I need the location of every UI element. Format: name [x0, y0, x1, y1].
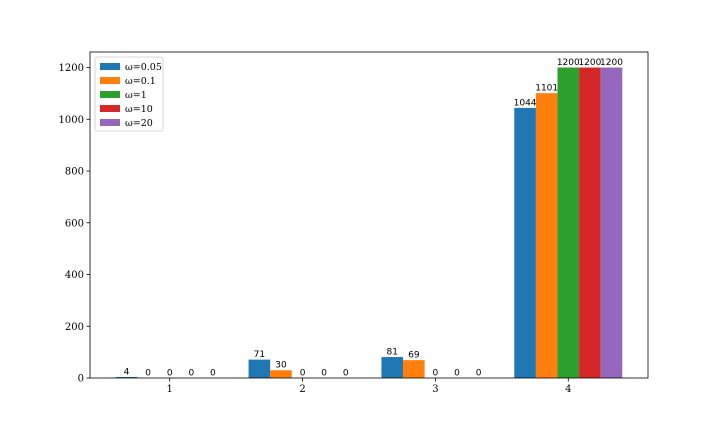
bar-series-1-category-3	[381, 357, 404, 378]
legend-frame	[94, 56, 164, 132]
bar-series-2-category-2	[270, 370, 292, 378]
bar-series-2-category-3	[403, 360, 425, 378]
bar-series-1-category-1	[115, 376, 138, 378]
legend-swatch	[100, 105, 120, 112]
y-axis: 0 200 400 600 800 1000 1200	[59, 63, 90, 385]
legend-swatch	[100, 91, 120, 98]
legend-swatch	[100, 63, 120, 70]
legend-swatch	[100, 119, 120, 126]
data-label: 1200	[600, 58, 623, 68]
x-axis: 1 2 3 4	[167, 378, 571, 395]
bar-series-3-category-4	[557, 67, 580, 379]
bars-group	[115, 67, 623, 379]
data-label: 30	[275, 361, 287, 371]
data-label: 71	[254, 350, 265, 360]
y-tick-label: 600	[65, 218, 84, 229]
y-tick-label: 1000	[59, 115, 84, 126]
y-tick-label: 0	[78, 374, 84, 385]
plot-area-frame	[89, 51, 649, 379]
y-tick-label: 800	[65, 167, 84, 178]
data-label: 0	[433, 369, 439, 379]
data-label: 4	[124, 367, 130, 377]
bar-series-2-category-4	[535, 93, 558, 378]
legend-entry: ω=1	[125, 90, 147, 101]
data-label: 0	[145, 369, 151, 379]
y-tick-label: 400	[65, 270, 84, 281]
x-tick-label: 4	[565, 384, 571, 395]
legend: ω=0.05 ω=0.1 ω=1 ω=10 ω=20	[94, 56, 164, 132]
data-label: 0	[343, 369, 349, 379]
legend-entry: ω=20	[125, 118, 153, 129]
x-tick-label: 3	[432, 384, 438, 395]
data-label: 0	[300, 369, 306, 379]
legend-swatch	[100, 77, 120, 84]
data-label: 1200	[557, 58, 580, 68]
bar-series-1-category-4	[514, 107, 536, 378]
x-tick-label: 2	[299, 384, 305, 395]
bar-series-4-category-4	[579, 67, 601, 379]
data-label: 0	[321, 369, 327, 379]
data-label: 1044	[514, 98, 537, 108]
legend-entry: ω=0.05	[125, 62, 162, 73]
data-label: 0	[454, 369, 460, 379]
y-tick-label: 200	[65, 322, 84, 333]
data-labels-group: 4 71 81 1044 0 30 69 1101 0 0 0 1200 0 0 0 1200 0 0 0 1200	[124, 58, 624, 378]
data-label: 1101	[535, 84, 558, 94]
x-tick-label: 1	[167, 384, 173, 395]
y-tick-label: 1200	[59, 63, 84, 74]
data-label: 0	[476, 369, 482, 379]
legend-entry: ω=10	[125, 104, 153, 115]
data-label: 81	[387, 348, 398, 358]
data-label: 69	[408, 351, 420, 361]
bar-series-1-category-2	[248, 359, 271, 378]
data-label: 0	[210, 369, 216, 379]
data-label: 0	[167, 369, 173, 379]
legend-entry: ω=0.1	[125, 76, 156, 87]
data-label: 0	[188, 369, 194, 379]
bar-series-5-category-4	[600, 67, 623, 379]
data-label: 1200	[578, 58, 601, 68]
